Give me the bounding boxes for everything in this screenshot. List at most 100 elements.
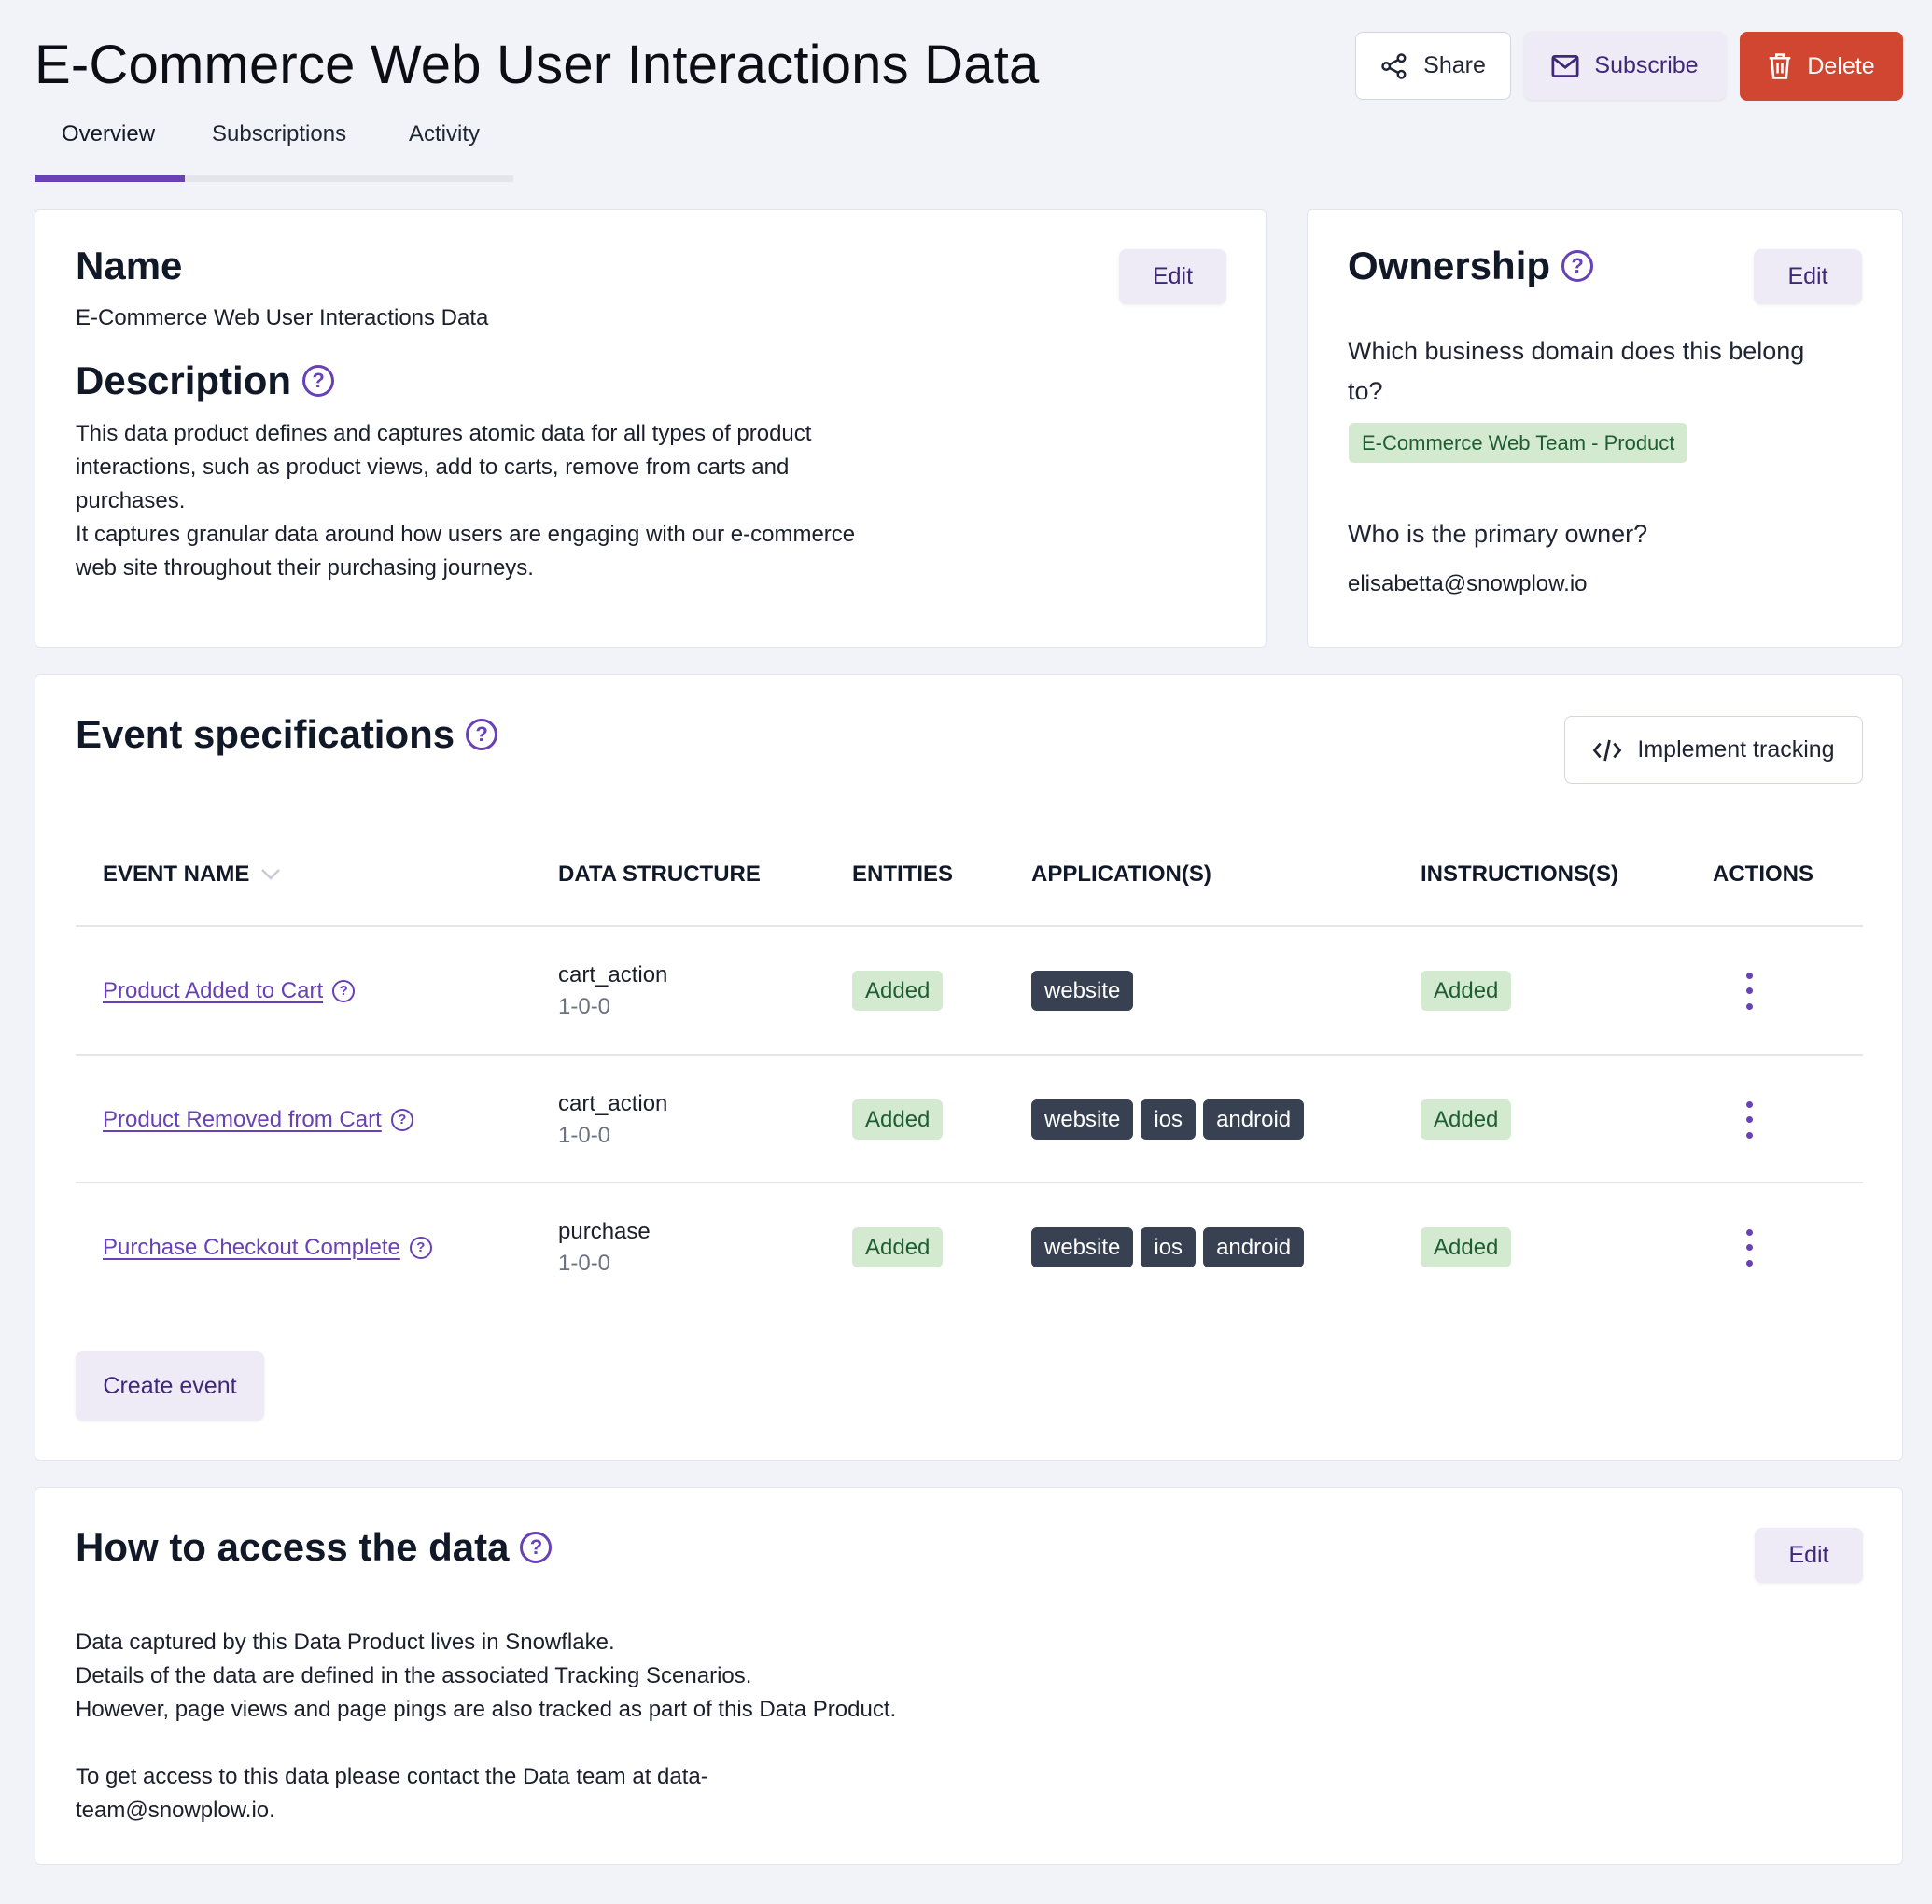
application-chip: android [1203, 1227, 1305, 1267]
data-structure-version: 1-0-0 [558, 1250, 611, 1276]
column-header-actions: ACTIONS [1713, 861, 1813, 887]
description-line: web site throughout their purchasing jou… [76, 555, 534, 581]
delete-label: Delete [1807, 52, 1875, 79]
tab-subscriptions[interactable]: Subscriptions [212, 121, 347, 147]
data-structure-name: cart_action [558, 961, 668, 987]
help-icon[interactable]: ? [332, 979, 356, 1002]
data-structure-version: 1-0-0 [558, 1122, 611, 1148]
data-structure-name: cart_action [558, 1090, 668, 1116]
event-link[interactable]: Product Added to Cart [103, 977, 324, 1003]
table-row: Product Added to Cart ? cart_action 1-0-… [76, 927, 1863, 1055]
envelope-icon [1551, 54, 1579, 77]
trash-icon [1770, 53, 1791, 79]
name-heading: Name [76, 244, 182, 288]
active-tab-indicator [35, 175, 185, 182]
access-line: To get access to this data please contac… [76, 1764, 708, 1789]
help-icon[interactable]: ? [390, 1108, 413, 1131]
tab-overview[interactable]: Overview [62, 121, 156, 147]
help-icon[interactable]: ? [466, 719, 498, 750]
instructions-status-badge: Added [1421, 1099, 1512, 1140]
implement-tracking-label: Implement tracking [1637, 736, 1835, 763]
ownership-heading: Ownership ? [1348, 244, 1594, 288]
entities-cell: Added [852, 1183, 944, 1311]
delete-button[interactable]: Delete [1740, 32, 1903, 101]
tab-activity[interactable]: Activity [409, 121, 481, 147]
more-actions-icon[interactable] [1735, 1228, 1763, 1267]
description-text: This data product defines and captures a… [76, 417, 855, 585]
edit-name-button[interactable]: Edit [1119, 249, 1226, 304]
create-event-button[interactable]: Create event [76, 1351, 264, 1421]
data-access-heading: How to access the data ? [76, 1525, 553, 1570]
share-icon [1381, 52, 1407, 79]
instructions-status-badge: Added [1421, 971, 1512, 1011]
application-chip: ios [1141, 1099, 1197, 1140]
implement-tracking-button[interactable]: Implement tracking [1564, 716, 1863, 784]
data-structure-version: 1-0-0 [558, 993, 611, 1019]
applications-cell: website [1031, 927, 1134, 1055]
code-icon [1593, 739, 1622, 761]
application-chip: website [1031, 971, 1134, 1011]
description-heading: Description ? [76, 358, 335, 403]
event-name-cell: Product Removed from Cart ? [103, 1056, 413, 1183]
application-chip: website [1031, 1099, 1134, 1140]
column-header-entities: ENTITIES [852, 861, 954, 887]
domain-question: Which business domain does this belong t… [1348, 331, 1804, 412]
share-button[interactable]: Share [1355, 32, 1511, 100]
edit-ownership-button[interactable]: Edit [1754, 249, 1862, 304]
subscribe-button[interactable]: Subscribe [1524, 32, 1726, 100]
ownership-card: Ownership ? Edit Which business domain d… [1307, 209, 1903, 648]
domain-question-line: Which business domain does this belong [1348, 337, 1805, 365]
ownership-heading-text: Ownership [1348, 244, 1551, 287]
help-icon[interactable]: ? [520, 1532, 553, 1563]
column-header-instructions: INSTRUCTIONS(S) [1421, 861, 1618, 887]
column-header-event-name[interactable]: EVENT NAME [103, 861, 281, 888]
instructions-cell: Added [1421, 1056, 1512, 1183]
event-specifications-heading: Event specifications ? [76, 712, 498, 757]
applications-cell: website ios android [1031, 1056, 1305, 1183]
event-name-cell: Purchase Checkout Complete ? [103, 1183, 432, 1311]
business-domain-tag: E-Commerce Web Team - Product [1349, 423, 1688, 463]
event-specifications-heading-text: Event specifications [76, 712, 455, 756]
applications-cell: website ios android [1031, 1183, 1305, 1311]
entities-status-badge: Added [852, 1227, 944, 1267]
data-structure-cell: cart_action 1-0-0 [558, 1056, 667, 1183]
table-divider [76, 1054, 1863, 1056]
more-actions-icon[interactable] [1735, 1100, 1763, 1139]
more-actions-icon[interactable] [1735, 972, 1763, 1010]
name-value: E-Commerce Web User Interactions Data [76, 305, 489, 330]
data-structure-name: purchase [558, 1218, 651, 1244]
name-heading-text: Name [76, 244, 183, 287]
description-line: interactions, such as product views, add… [76, 455, 790, 480]
help-icon[interactable]: ? [302, 365, 335, 397]
entities-status-badge: Added [852, 971, 944, 1011]
data-access-heading-text: How to access the data [76, 1525, 510, 1569]
description-line: This data product defines and captures a… [76, 421, 812, 446]
table-divider [76, 925, 1863, 927]
data-access-text: Data captured by this Data Product lives… [76, 1626, 896, 1827]
page-title: E-Commerce Web User Interactions Data [35, 35, 1040, 95]
event-link[interactable]: Purchase Checkout Complete [103, 1234, 400, 1260]
actions-cell [1735, 1183, 1763, 1311]
help-icon[interactable]: ? [1561, 250, 1594, 282]
share-label: Share [1423, 52, 1486, 78]
instructions-status-badge: Added [1421, 1227, 1512, 1267]
actions-cell [1735, 927, 1763, 1055]
table-divider [76, 1182, 1863, 1183]
access-line: team@snowplow.io. [76, 1798, 275, 1823]
tab-bar: Overview Subscriptions Activity [35, 112, 513, 182]
help-icon[interactable]: ? [409, 1236, 432, 1259]
subscribe-label: Subscribe [1594, 52, 1699, 78]
column-label: EVENT NAME [103, 861, 250, 887]
edit-access-button[interactable]: Edit [1755, 1528, 1863, 1583]
application-chip: android [1203, 1099, 1305, 1140]
domain-question-line: to? [1348, 377, 1383, 405]
event-specifications-card: Event specifications ? Implement trackin… [35, 674, 1903, 1461]
event-link[interactable]: Product Removed from Cart [103, 1106, 382, 1132]
table-row: Purchase Checkout Complete ? purchase 1-… [76, 1183, 1863, 1311]
actions-cell [1735, 1056, 1763, 1183]
column-header-data-structure: DATA STRUCTURE [558, 861, 761, 887]
description-heading-text: Description [76, 358, 292, 402]
name-description-card: Name Edit E-Commerce Web User Interactio… [35, 209, 1267, 648]
tab-track [35, 175, 513, 182]
application-chip: ios [1141, 1227, 1197, 1267]
